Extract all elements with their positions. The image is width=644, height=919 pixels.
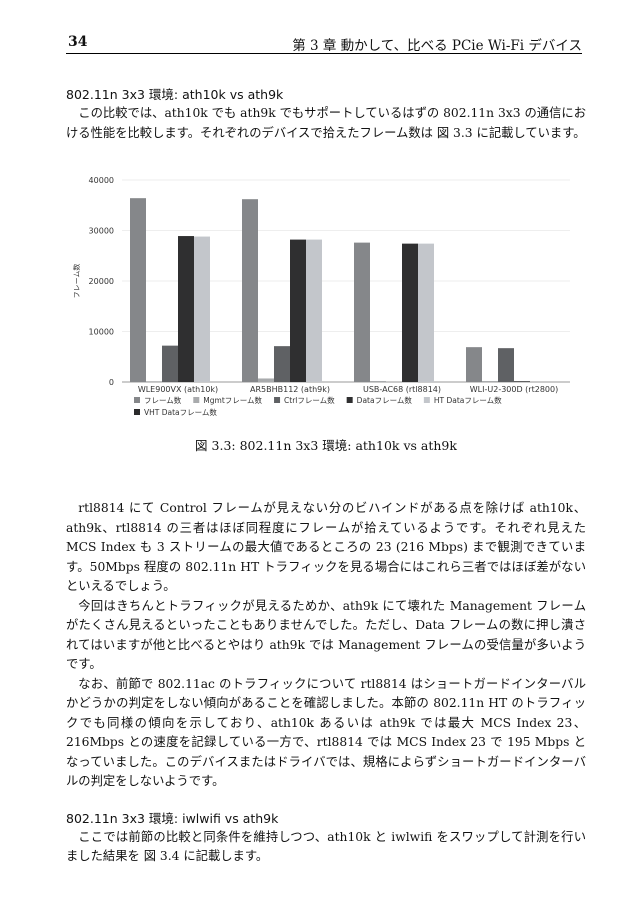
legend-swatch [346,397,353,403]
section-heading-2: 802.11n 3x3 環境: iwlwifi vs ath9k [66,810,279,826]
bar [242,199,258,382]
x-tick-label: AR5BHB112 (ath9k) [250,385,330,394]
header-rule [66,53,582,54]
legend-swatch [193,397,200,403]
bar [354,242,370,382]
paragraph: なお、前節で 802.11ac のトラフィックについて rtl8814 はショー… [66,676,586,789]
legend-label: フレーム数 [144,395,182,405]
section-heading-1: 802.11n 3x3 環境: ath10k vs ath9k [66,87,284,102]
x-tick-label: USB-AC68 (rtl8814) [363,385,441,394]
y-tick-label: 40000 [89,176,114,185]
bar [274,346,290,382]
page-number: 34 [68,34,88,50]
intro-paragraph: この比較では、ath10k でも ath9k でもサポートしているはずの 802… [66,104,586,143]
bar [162,345,178,382]
page-content: 802.11n 3x3 環境: ath10k vs ath9k この比較では、a… [66,86,586,867]
paragraph: この比較では、ath10k でも ath9k でもサポートしているはずの 802… [66,106,586,140]
paragraph: rtl8814 にて Control フレームが見えない分のビハインドがある点を… [66,501,586,593]
bar [130,198,146,382]
bar [146,381,162,382]
paragraph: 今回はきちんとトラフィックが見えるためか、ath9k にて壊れた Managem… [66,598,586,672]
section2-paragraph: ここでは前節の比較と同条件を維持しつつ、ath10k と iwlwifi をスワ… [66,828,586,867]
bar [466,347,482,382]
bar [402,243,418,382]
bar [498,348,514,382]
y-axis-label: フレーム数 [72,264,81,299]
figure-caption: 図 3.3: 802.11n 3x3 環境: ath10k vs ath9k [195,438,457,453]
figure: 0 10000 20000 30000 40000 フレーム数 WLE900VX (ath1… [70,167,586,429]
legend-label: Dataフレーム数 [357,395,413,405]
bar [290,239,306,382]
paragraph: ここでは前節の比較と同条件を維持しつつ、ath10k と iwlwifi をスワ… [66,829,586,864]
legend-swatch [274,397,281,403]
bar [306,239,322,382]
chapter-title: 第 3 章 動かして、比べる PCie Wi-Fi デバイス [292,38,582,54]
y-tick-label: 20000 [89,277,114,286]
legend-label: Ctrlフレーム数 [284,395,335,405]
bar [370,380,386,382]
y-tick-label: 30000 [89,227,114,236]
legend-swatch [134,397,140,403]
bar [514,381,530,382]
legend-label: HT Dataフレーム数 [434,395,502,405]
bar [258,378,274,382]
y-tick-label: 10000 [89,328,114,337]
y-tick-label: 0 [109,378,114,387]
legend-swatch [423,397,430,403]
x-tick-label: WLE900VX (ath10k) [138,385,218,394]
legend-label: Mgmtフレーム数 [203,395,262,405]
x-tick-label: WLI-U2-300D (rt2800) [470,385,558,394]
body-text: rtl8814 にて Control フレームが見えない分のビハインドがある点を… [66,499,586,792]
bar [482,380,498,382]
legend-swatch [134,409,140,415]
bar [194,236,210,382]
bar [178,236,194,382]
legend-label: VHT Dataフレーム数 [144,407,217,417]
bar [418,243,434,382]
